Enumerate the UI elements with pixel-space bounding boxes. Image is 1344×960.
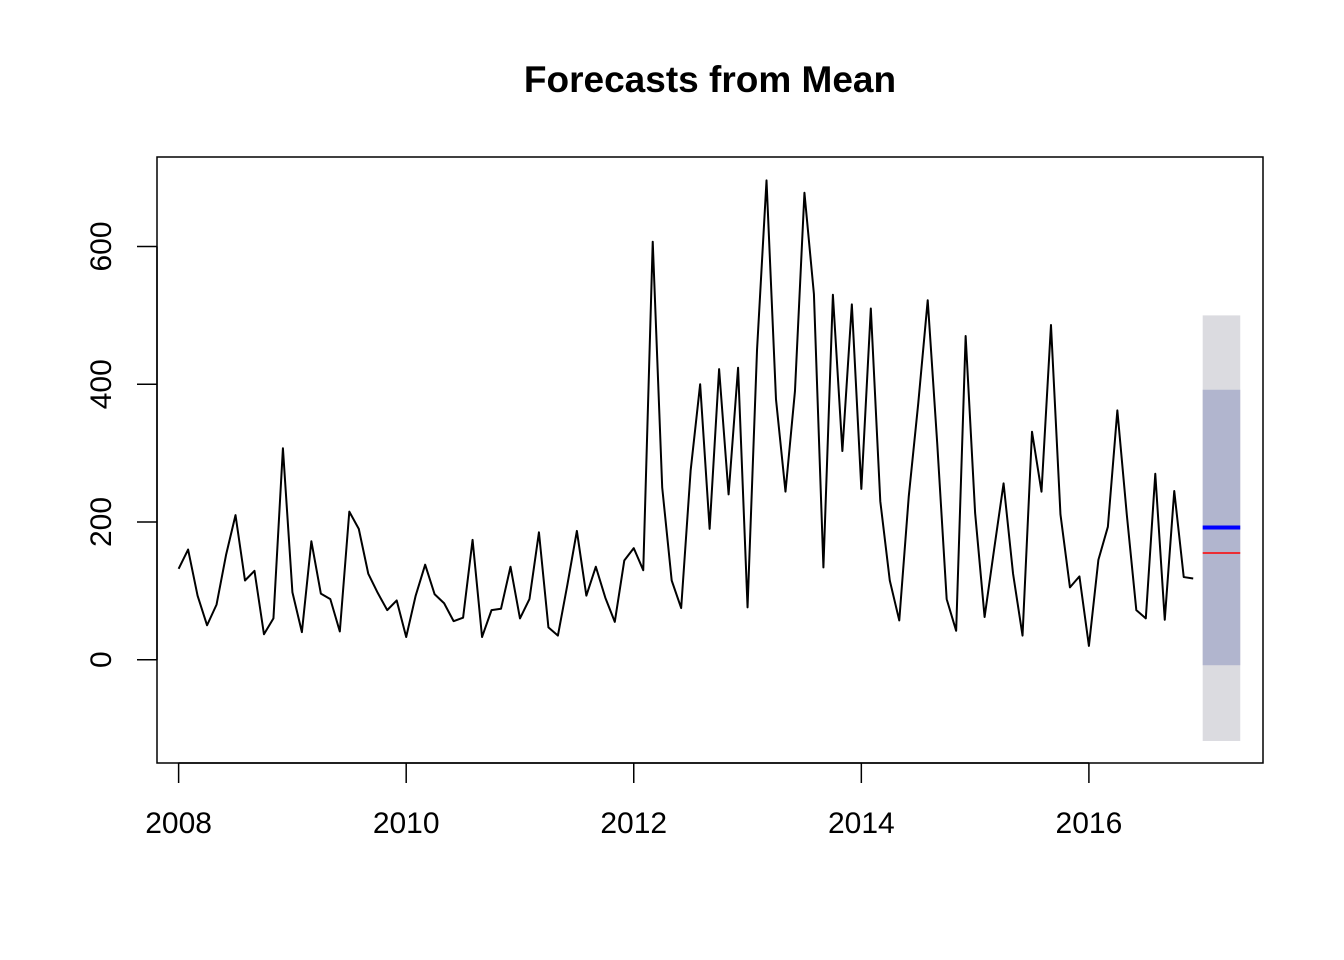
plot-frame — [156, 156, 1264, 764]
y-tick-label-200: 200 — [85, 497, 118, 547]
y-tick-label-400: 400 — [85, 359, 118, 409]
x-axis: 2008 2010 2012 2014 2016 — [145, 762, 1123, 840]
series-lines — [177, 179, 1194, 647]
y-tick-label-0: 0 — [85, 651, 118, 668]
x-tick-label-2012: 2012 — [600, 807, 667, 840]
chart-title: Forecasts from Mean — [524, 59, 896, 100]
x-tick-label-2014: 2014 — [828, 807, 895, 840]
x-tick-label-2010: 2010 — [373, 807, 440, 840]
y-tick-label-600: 600 — [85, 221, 118, 271]
series-line-0 — [177, 179, 1194, 647]
x-tick-label-2008: 2008 — [145, 807, 212, 840]
y-axis: 0 200 400 600 — [85, 221, 158, 668]
forecast-lines — [1202, 525, 1241, 554]
x-tick-label-2016: 2016 — [1056, 807, 1123, 840]
